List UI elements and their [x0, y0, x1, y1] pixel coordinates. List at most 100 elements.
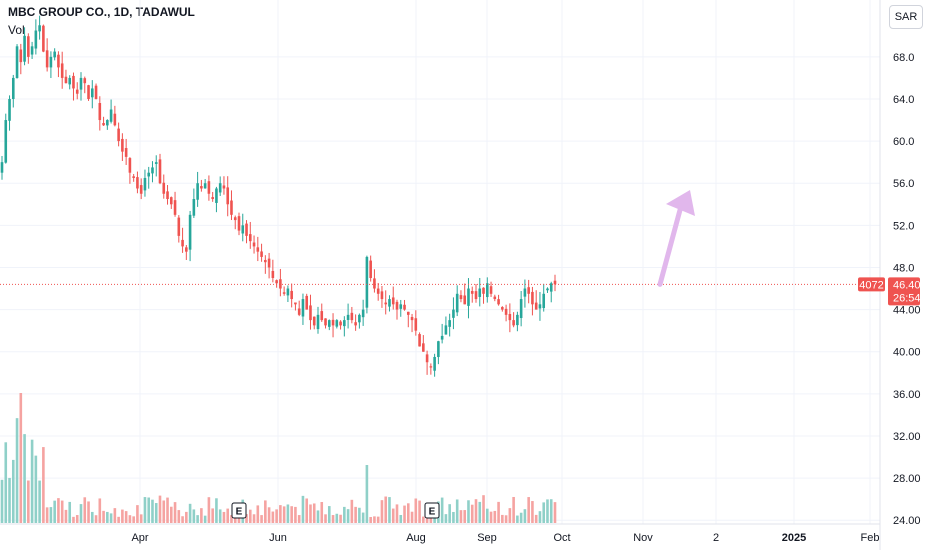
volume-bar	[203, 515, 207, 523]
candle-body	[335, 320, 339, 327]
candle-body	[203, 183, 207, 189]
candle-body	[275, 280, 278, 284]
candle-body	[34, 30, 38, 49]
candle-body	[455, 293, 459, 313]
volume-bar	[124, 511, 128, 523]
price-axis[interactable]: 68.0 64.0 60.0 56.0 52.0 48.0 44.00 40.00 36.00 3…	[879, 0, 921, 550]
volume-bar	[358, 507, 361, 523]
volume-bar	[343, 506, 346, 523]
volume-bar	[489, 511, 493, 523]
candle-body	[128, 158, 132, 173]
time-tick-label: Jun	[269, 532, 287, 544]
candle-body	[106, 120, 109, 126]
candle-body	[504, 308, 508, 315]
volume-bar	[549, 499, 553, 523]
price-tick-label: 24.00	[893, 515, 921, 527]
time-axis[interactable]: Apr Jun Aug Sep Oct Nov 2 2025 Feb	[0, 523, 880, 544]
volume-bar	[346, 509, 350, 523]
candle-body	[252, 242, 256, 247]
candle-body	[245, 223, 248, 236]
volume-bar	[519, 512, 523, 523]
volume-bar	[294, 506, 297, 523]
candle-body	[102, 123, 105, 126]
volume-bar	[185, 511, 188, 523]
candle-body	[23, 35, 26, 62]
price-tick-label: 60.0	[893, 136, 914, 148]
candle-body	[124, 148, 128, 157]
candle-body	[256, 247, 260, 252]
candle-body	[215, 188, 218, 203]
volume-bar	[290, 506, 293, 523]
candle-body	[72, 75, 75, 89]
volume-bar	[166, 497, 169, 523]
candle-body	[218, 183, 222, 193]
candle-body	[0, 162, 4, 173]
volume-bar	[335, 513, 339, 523]
currency-button[interactable]: SAR	[889, 5, 923, 29]
candle-body	[305, 295, 309, 310]
volume-bar	[410, 511, 414, 523]
volume-bar	[312, 503, 316, 523]
price-tick-label: 28.00	[893, 473, 921, 485]
candle-body	[369, 260, 372, 278]
candle-body	[132, 176, 135, 178]
candle-body	[286, 288, 290, 296]
candle-body	[109, 109, 113, 122]
candle-body	[297, 308, 301, 315]
candle-body	[169, 197, 173, 205]
volume-bar	[83, 497, 87, 523]
candle-body	[534, 302, 538, 310]
candle-body	[260, 251, 263, 257]
candle-body	[192, 199, 196, 216]
candle-body	[365, 256, 369, 308]
candle-body	[282, 292, 286, 294]
candle-body	[474, 291, 478, 300]
volume-bar	[369, 516, 372, 523]
volume-badge-label: 4072	[859, 279, 883, 291]
volume-bar	[72, 516, 75, 523]
volume-bar	[252, 514, 256, 523]
volume-bar	[264, 500, 267, 523]
volume-bar	[275, 509, 278, 523]
arrow-up-icon	[657, 190, 695, 287]
candle-body	[425, 354, 429, 363]
candle-body	[49, 56, 53, 68]
volume-bar	[508, 508, 512, 523]
candle-body	[531, 291, 534, 305]
candle-body	[406, 311, 410, 315]
candle-body	[493, 296, 497, 300]
volume-bar	[8, 477, 11, 523]
volume-bar	[391, 508, 395, 523]
time-tick-label: 2025	[782, 532, 806, 544]
volume-bar	[154, 503, 158, 523]
candle-body	[448, 320, 451, 327]
volume-bar	[309, 504, 312, 523]
volume-bar	[538, 511, 542, 523]
volume-bar	[173, 502, 177, 523]
candle-body	[173, 200, 177, 215]
candle-body	[8, 98, 11, 121]
candle-body	[399, 304, 403, 309]
volume-bar	[181, 516, 184, 523]
volume-bar	[470, 504, 474, 523]
candle-body	[361, 309, 365, 318]
volume-bar	[452, 511, 455, 523]
candle-body	[444, 325, 448, 335]
volume-bar	[207, 497, 211, 523]
candle-body	[388, 299, 391, 307]
candle-body	[440, 335, 444, 340]
volume-bar	[75, 515, 79, 523]
arrow-shaft	[657, 207, 683, 287]
candle-body	[376, 288, 380, 294]
candle-body	[301, 299, 305, 317]
candle-body	[230, 200, 233, 215]
volume-bar	[504, 515, 508, 523]
candle-body	[19, 49, 23, 63]
candlesticks	[0, 15, 557, 377]
volume-bar	[286, 504, 290, 523]
candle-body	[429, 366, 433, 368]
candle-body	[248, 234, 252, 242]
volume-bar	[422, 516, 425, 523]
